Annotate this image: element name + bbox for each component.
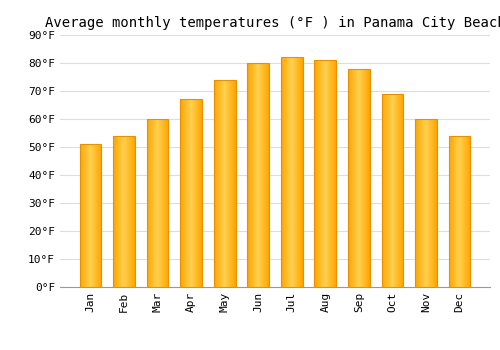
Bar: [248, 63, 269, 287]
Bar: [415, 119, 437, 287]
Bar: [113, 136, 135, 287]
Title: Average monthly temperatures (°F ) in Panama City Beach: Average monthly temperatures (°F ) in Pa…: [44, 16, 500, 30]
Bar: [146, 119, 169, 287]
Bar: [382, 94, 404, 287]
Bar: [281, 57, 302, 287]
Bar: [214, 80, 236, 287]
Bar: [80, 144, 102, 287]
Bar: [314, 60, 336, 287]
Bar: [348, 69, 370, 287]
Bar: [180, 99, 202, 287]
Bar: [448, 136, 470, 287]
